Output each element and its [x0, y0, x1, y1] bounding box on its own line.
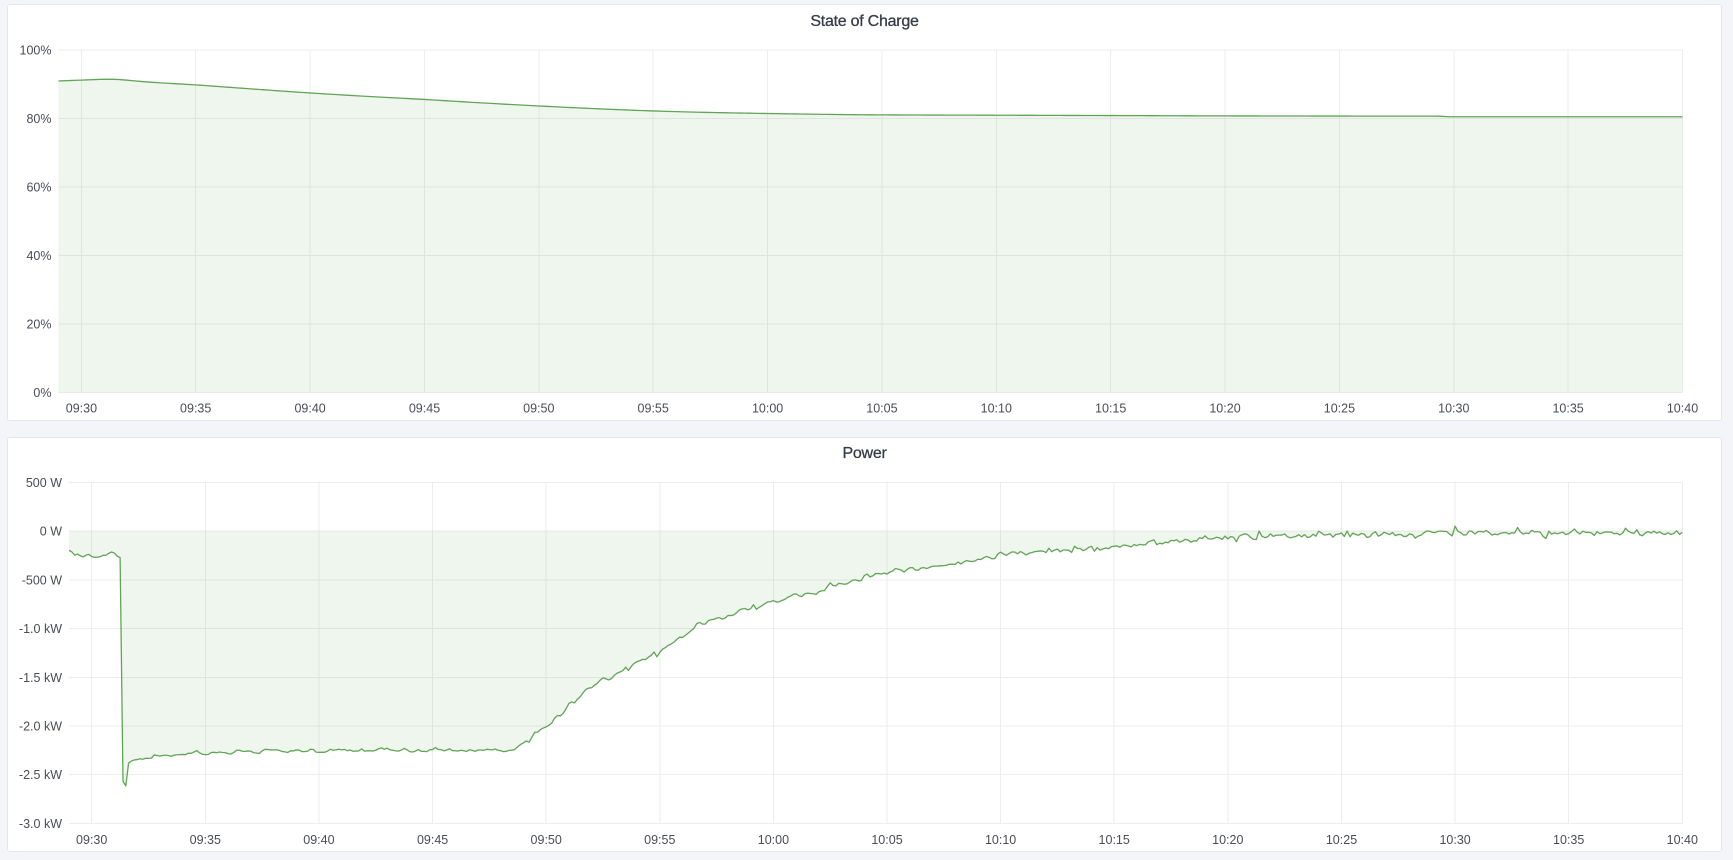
- svg-text:09:55: 09:55: [644, 833, 675, 847]
- svg-text:10:20: 10:20: [1209, 402, 1240, 416]
- svg-text:09:35: 09:35: [190, 833, 221, 847]
- svg-text:500 W: 500 W: [26, 476, 62, 490]
- svg-text:-1.5 kW: -1.5 kW: [19, 671, 62, 685]
- svg-text:09:50: 09:50: [523, 402, 554, 416]
- svg-text:09:35: 09:35: [180, 402, 211, 416]
- svg-text:-2.0 kW: -2.0 kW: [19, 719, 62, 733]
- svg-text:09:40: 09:40: [303, 833, 334, 847]
- svg-text:0 W: 0 W: [40, 525, 62, 539]
- svg-text:10:05: 10:05: [866, 402, 897, 416]
- svg-text:10:20: 10:20: [1212, 833, 1243, 847]
- svg-text:10:25: 10:25: [1324, 402, 1355, 416]
- svg-text:-3.0 kW: -3.0 kW: [19, 817, 62, 831]
- svg-text:-500 W: -500 W: [22, 573, 62, 587]
- svg-text:0%: 0%: [33, 386, 51, 400]
- svg-text:-2.5 kW: -2.5 kW: [19, 768, 62, 782]
- svg-text:09:45: 09:45: [417, 833, 448, 847]
- svg-text:80%: 80%: [26, 112, 51, 126]
- svg-text:10:25: 10:25: [1326, 833, 1357, 847]
- svg-text:10:30: 10:30: [1438, 402, 1469, 416]
- svg-text:09:40: 09:40: [294, 402, 325, 416]
- svg-text:09:30: 09:30: [76, 833, 107, 847]
- svg-text:10:35: 10:35: [1552, 402, 1583, 416]
- svg-text:60%: 60%: [26, 180, 51, 194]
- svg-text:10:10: 10:10: [985, 833, 1016, 847]
- svg-text:10:15: 10:15: [1099, 833, 1130, 847]
- svg-text:10:40: 10:40: [1667, 402, 1698, 416]
- svg-text:09:30: 09:30: [66, 402, 97, 416]
- svg-text:10:35: 10:35: [1553, 833, 1584, 847]
- svg-text:100%: 100%: [20, 43, 52, 57]
- svg-text:20%: 20%: [26, 317, 51, 331]
- svg-text:10:05: 10:05: [871, 833, 902, 847]
- svg-text:10:40: 10:40: [1667, 833, 1698, 847]
- svg-text:40%: 40%: [26, 249, 51, 263]
- svg-text:10:00: 10:00: [758, 833, 789, 847]
- svg-text:10:15: 10:15: [1095, 402, 1126, 416]
- svg-text:-1.0 kW: -1.0 kW: [19, 622, 62, 636]
- svg-text:09:50: 09:50: [531, 833, 562, 847]
- svg-text:10:30: 10:30: [1439, 833, 1470, 847]
- svg-text:09:55: 09:55: [638, 402, 669, 416]
- svg-text:10:10: 10:10: [981, 402, 1012, 416]
- svg-text:10:00: 10:00: [752, 402, 783, 416]
- svg-text:09:45: 09:45: [409, 402, 440, 416]
